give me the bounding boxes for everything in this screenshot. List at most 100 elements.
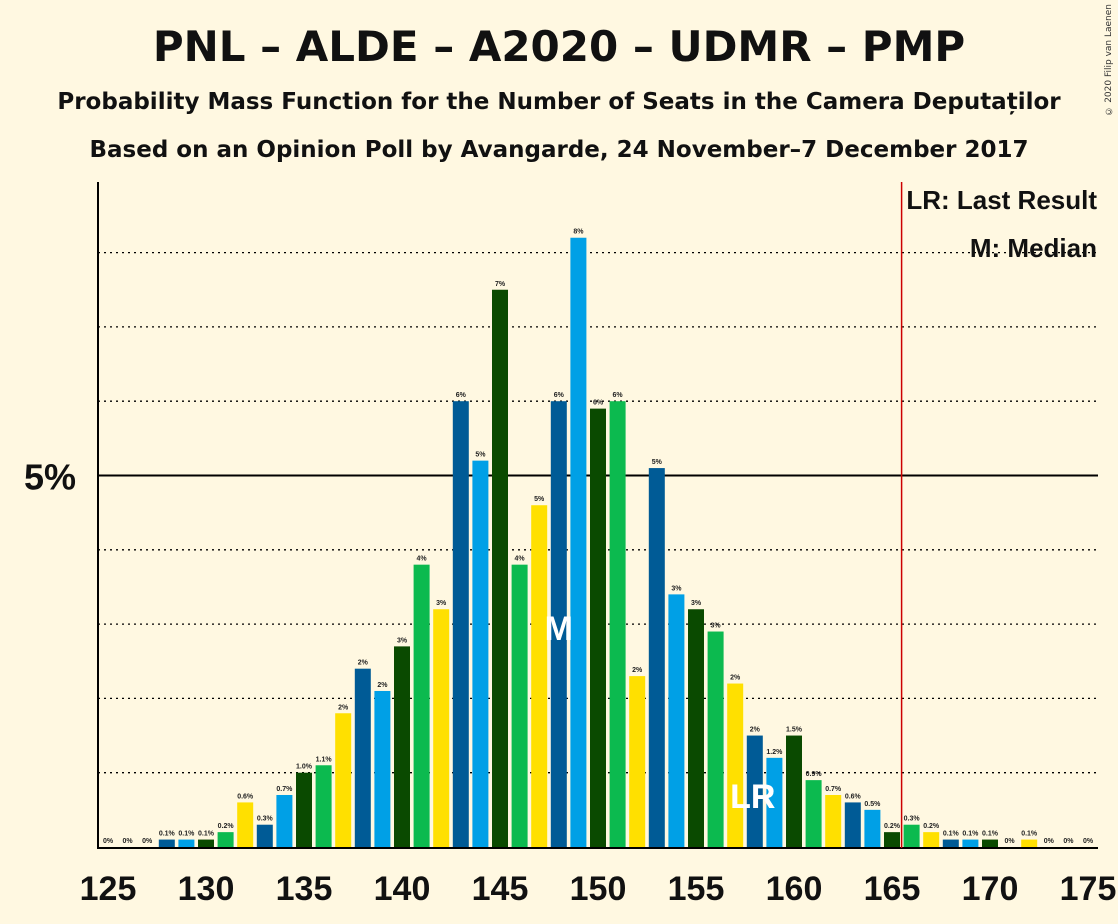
bar — [629, 676, 646, 847]
bar-value-label: 0.9% — [806, 771, 823, 778]
bar-value-label: 2% — [338, 704, 349, 711]
bar-value-label: 0.2% — [923, 823, 940, 830]
bar-value-label: 0% — [123, 838, 134, 845]
bar-value-label: 3% — [691, 600, 702, 607]
bar-value-label: 0% — [1044, 838, 1055, 845]
x-tick-label: 145 — [472, 870, 529, 908]
bar-value-label: 1.1% — [316, 756, 333, 763]
bar-value-label: 6% — [554, 392, 565, 399]
bar — [707, 631, 724, 847]
bar — [452, 401, 469, 847]
bar-value-label: 0.1% — [943, 831, 960, 838]
bar-value-label: 0% — [1083, 838, 1094, 845]
bar — [668, 594, 685, 847]
bar-value-label: 2% — [750, 727, 761, 734]
bar — [198, 839, 214, 847]
bar-value-label: 0.7% — [825, 786, 842, 793]
bar — [550, 401, 567, 847]
bar-value-label: 5% — [652, 459, 663, 466]
bar-value-label: 1.0% — [296, 764, 313, 771]
bar-value-label: 0.1% — [178, 831, 195, 838]
bar — [590, 408, 606, 847]
bar — [864, 809, 881, 847]
bar-value-label: 7% — [495, 281, 506, 288]
bar — [688, 609, 704, 847]
bar-value-label: 2% — [730, 675, 741, 682]
bar — [903, 824, 920, 847]
bar-value-label: 3% — [397, 637, 408, 644]
bar-value-label: 8% — [573, 229, 584, 236]
bar — [256, 824, 273, 847]
bar — [354, 668, 371, 847]
bar — [296, 772, 312, 847]
bar — [923, 832, 940, 847]
bar-value-label: 3% — [711, 623, 722, 630]
bar-value-label: 0.6% — [237, 793, 254, 800]
bar — [982, 839, 998, 847]
bar-value-label: 0% — [1005, 838, 1016, 845]
bar-value-label: 1.2% — [766, 749, 783, 756]
bar — [276, 794, 293, 847]
bar-value-label: 0% — [142, 838, 153, 845]
bar — [374, 690, 391, 847]
x-tick-label: 135 — [276, 870, 333, 908]
bar-value-label: 1.5% — [786, 727, 803, 734]
bar-value-label: 0.6% — [845, 793, 862, 800]
bar-value-label: 6% — [456, 392, 467, 399]
bar — [413, 564, 430, 847]
bar — [237, 802, 254, 847]
chart-subtitle: Probability Mass Function for the Number… — [57, 89, 1061, 115]
bar — [472, 460, 489, 847]
bar-value-label: 3% — [436, 600, 447, 607]
bar — [884, 832, 900, 847]
x-tick-label: 170 — [962, 870, 1019, 908]
bar — [786, 735, 802, 847]
x-tick-label: 175 — [1060, 870, 1117, 908]
legend-last-result: LR: Last Result — [906, 185, 1097, 215]
x-tick-label: 150 — [570, 870, 627, 908]
bar — [394, 646, 410, 847]
bar-value-label: 0.2% — [884, 823, 901, 830]
bar-value-label: 0% — [103, 838, 114, 845]
last-result-marker: LR — [730, 778, 775, 816]
bar — [825, 794, 842, 847]
axes: 5% — [24, 182, 1098, 849]
bar — [511, 564, 528, 847]
x-tick-label: 130 — [178, 870, 235, 908]
bar-value-label: 0.7% — [276, 786, 293, 793]
bar — [433, 609, 450, 847]
bar-value-label: 0.1% — [159, 831, 176, 838]
median-marker: M — [545, 610, 573, 648]
bar-value-label: 3% — [671, 585, 682, 592]
bar-value-label: 6% — [613, 392, 624, 399]
legend-median: M: Median — [970, 233, 1097, 263]
x-tick-label: 160 — [766, 870, 823, 908]
bar-value-label: 6% — [593, 400, 604, 407]
bar-value-label: 0.1% — [1021, 831, 1038, 838]
x-tick-label: 165 — [864, 870, 921, 908]
bar — [609, 401, 626, 847]
bar-value-label: 0.1% — [962, 831, 979, 838]
bar-value-label: 0.1% — [198, 831, 215, 838]
bar — [315, 765, 332, 847]
bars — [158, 237, 1038, 848]
x-tick-label: 125 — [80, 870, 137, 908]
bar — [1021, 839, 1038, 847]
bar-value-label: 2% — [632, 667, 643, 674]
bar-value-label: 2% — [358, 660, 369, 667]
bar — [766, 757, 783, 847]
bar-value-label: 0.3% — [257, 816, 274, 823]
bar — [335, 713, 352, 847]
bar — [158, 839, 175, 847]
bar — [492, 289, 508, 847]
bar-value-label: 0.3% — [904, 816, 921, 823]
chart-title: PNL – ALDE – A2020 – UDMR – PMP — [152, 22, 966, 71]
bar — [727, 683, 744, 847]
markers: M LR — [545, 182, 903, 848]
chart-subtitle-poll: Based on an Opinion Poll by Avangarde, 2… — [89, 137, 1029, 163]
bar-value-label: 2% — [377, 682, 388, 689]
bar — [844, 802, 861, 847]
y-tick-label: 5% — [24, 457, 76, 498]
bar-value-label: 5% — [475, 452, 486, 459]
